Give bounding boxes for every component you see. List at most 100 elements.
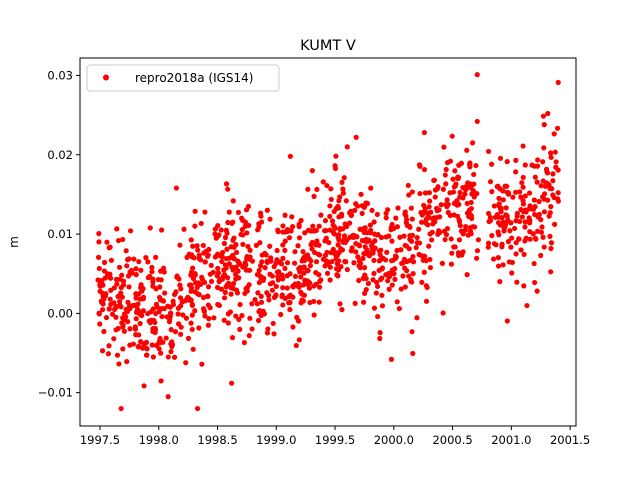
data-point	[487, 179, 494, 185]
data-point	[341, 233, 348, 239]
data-point	[241, 340, 247, 346]
data-point	[96, 265, 102, 272]
data-point	[195, 247, 201, 253]
data-point	[126, 256, 132, 262]
data-point	[269, 287, 275, 293]
data-point	[504, 159, 510, 165]
data-point	[337, 225, 343, 232]
data-point	[540, 234, 546, 240]
data-point	[230, 285, 236, 291]
data-point	[221, 317, 227, 323]
data-point	[462, 191, 468, 197]
data-point	[538, 183, 544, 189]
data-point	[491, 256, 497, 262]
data-point	[369, 240, 376, 246]
data-point	[311, 283, 317, 289]
data-point	[337, 301, 343, 307]
data-point	[548, 245, 554, 252]
data-point	[324, 270, 331, 276]
data-point	[421, 210, 427, 216]
data-point	[244, 284, 251, 290]
data-point	[150, 306, 156, 312]
data-point	[541, 209, 548, 215]
data-point	[278, 311, 284, 318]
data-point	[199, 361, 205, 367]
data-point	[274, 247, 280, 254]
x-tick-label: 2001.0	[491, 433, 531, 447]
data-point	[344, 144, 350, 150]
data-point	[138, 267, 144, 273]
data-point	[242, 290, 248, 297]
data-point	[443, 181, 449, 187]
data-point	[362, 244, 368, 250]
data-point	[158, 268, 164, 274]
data-point	[235, 209, 242, 216]
data-point	[98, 298, 104, 304]
data-point	[305, 186, 311, 192]
data-point	[295, 243, 301, 249]
data-point	[282, 212, 288, 218]
data-point	[500, 219, 506, 225]
data-point	[133, 316, 139, 322]
data-point	[464, 147, 470, 153]
data-point	[518, 194, 524, 200]
data-point	[236, 316, 242, 322]
data-point	[343, 259, 349, 265]
data-point	[451, 244, 457, 250]
data-point	[327, 277, 333, 283]
data-point	[357, 265, 363, 271]
data-point	[431, 177, 437, 184]
data-point	[427, 198, 433, 204]
data-point	[526, 190, 533, 196]
data-point	[459, 252, 465, 258]
data-point	[508, 220, 514, 226]
data-point	[158, 378, 164, 384]
data-point	[229, 380, 235, 386]
y-tick-label: 0.00	[47, 306, 73, 320]
data-point	[284, 227, 291, 233]
data-point	[417, 190, 423, 197]
data-point	[450, 189, 457, 195]
data-point	[167, 316, 173, 322]
data-point	[551, 221, 558, 227]
data-point	[356, 277, 362, 284]
data-point	[124, 358, 130, 365]
data-point	[149, 269, 155, 275]
data-point	[189, 301, 195, 308]
data-point	[538, 252, 544, 259]
data-point	[491, 203, 497, 209]
data-point	[202, 313, 208, 319]
data-point	[532, 174, 538, 180]
data-point	[439, 260, 445, 266]
data-point	[150, 276, 156, 282]
data-point	[280, 255, 286, 261]
data-point	[332, 165, 339, 171]
data-point	[374, 211, 380, 218]
data-point	[185, 335, 192, 341]
data-point	[494, 212, 500, 218]
data-point	[118, 304, 124, 310]
data-point	[464, 210, 471, 216]
data-point	[296, 235, 303, 241]
data-point	[296, 337, 302, 343]
data-point	[552, 149, 558, 155]
data-point	[339, 179, 345, 185]
data-point	[377, 252, 383, 258]
data-point	[109, 311, 116, 317]
data-point	[284, 273, 290, 279]
data-point	[156, 340, 162, 346]
data-point	[395, 205, 401, 211]
data-point	[313, 242, 319, 248]
data-point	[128, 267, 135, 274]
data-point	[159, 227, 165, 233]
data-point	[169, 341, 176, 348]
data-point	[369, 207, 375, 214]
data-point	[486, 218, 492, 225]
data-point	[158, 277, 164, 283]
data-point	[280, 223, 286, 229]
chart-title: KUMT V	[300, 38, 356, 54]
data-point	[192, 223, 198, 229]
data-point	[385, 278, 391, 284]
data-point	[334, 261, 340, 267]
data-point	[485, 210, 492, 217]
